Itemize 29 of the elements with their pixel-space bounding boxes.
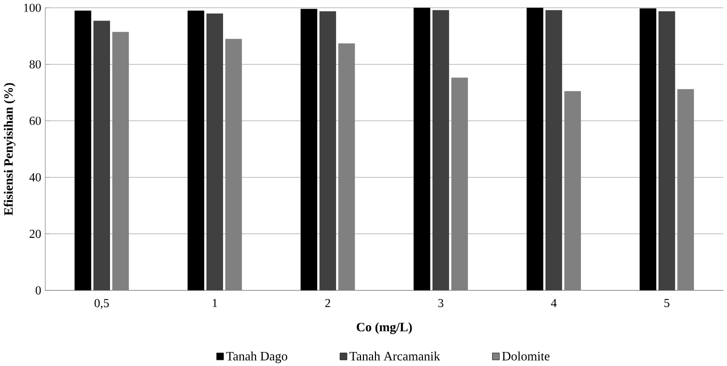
x-tick-label: 2 — [325, 298, 330, 307]
y-tick-label: 60 — [30, 116, 41, 125]
bar — [432, 10, 450, 290]
y-tick-label: 100 — [24, 3, 41, 12]
bar — [206, 13, 224, 290]
y-axis-title: Efisiensi Penyisihan (%) — [4, 82, 16, 216]
x-tick-label: 1 — [212, 298, 218, 307]
legend-label: Tanah Dago — [226, 351, 288, 363]
bar — [300, 8, 318, 290]
y-tick-label: 0 — [36, 286, 41, 294]
legend-label: Dolomite — [502, 351, 550, 360]
bar — [74, 10, 92, 290]
bar — [640, 8, 656, 290]
y-tick-label: 80 — [30, 60, 41, 68]
x-tick-label: 5 — [664, 298, 670, 307]
x-tick-label: 0,5 — [94, 298, 109, 309]
y-tick-label: 40 — [29, 173, 41, 182]
legend-label: Tanah Arcamanik — [350, 351, 440, 360]
x-tick-label: 4 — [550, 298, 557, 307]
bar — [545, 10, 562, 290]
bar — [526, 8, 544, 290]
y-tick-label: 20 — [30, 230, 41, 238]
bar — [93, 20, 110, 290]
x-axis-title: Co (mg/L) — [356, 322, 412, 334]
bar — [414, 8, 430, 290]
x-tick-label: 3 — [438, 298, 444, 307]
bar — [188, 10, 204, 290]
bar — [658, 10, 676, 290]
bar — [319, 10, 336, 290]
